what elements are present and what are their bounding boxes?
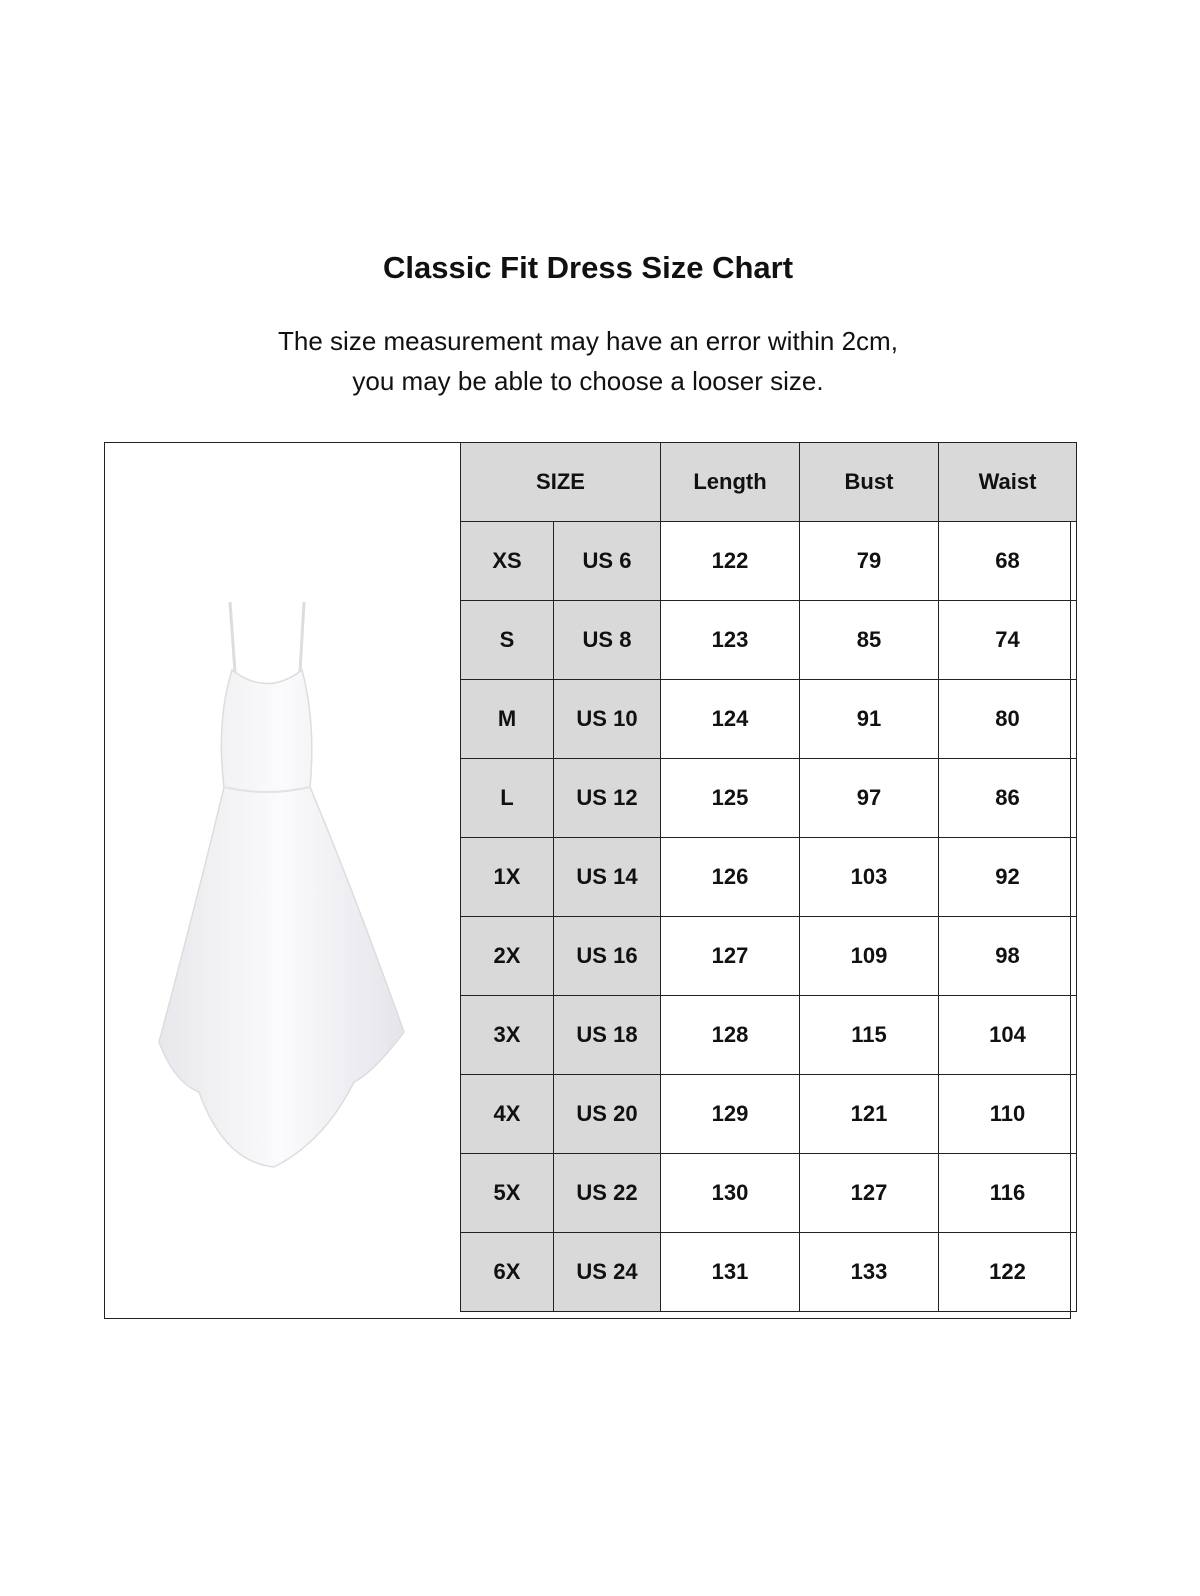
header-size: SIZE: [460, 442, 661, 522]
size-cell: 2X: [460, 916, 554, 996]
size-cell: 1X: [460, 837, 554, 917]
us-size-cell: US 14: [553, 837, 661, 917]
length-cell: 122: [660, 521, 800, 601]
length-cell: 128: [660, 995, 800, 1075]
table-row: L US 12 125 97 86: [460, 758, 1077, 838]
waist-cell: 86: [938, 758, 1077, 838]
waist-cell: 122: [938, 1232, 1077, 1312]
note-line-2: you may be able to choose a looser size.: [352, 366, 824, 396]
size-cell: M: [460, 679, 554, 759]
bust-cell: 127: [799, 1153, 939, 1233]
bust-cell: 79: [799, 521, 939, 601]
size-cell: XS: [460, 521, 554, 601]
us-size-cell: US 16: [553, 916, 661, 996]
length-cell: 125: [660, 758, 800, 838]
length-cell: 129: [660, 1074, 800, 1154]
bust-cell: 85: [799, 600, 939, 680]
table-row: 2X US 16 127 109 98: [460, 916, 1077, 996]
length-cell: 130: [660, 1153, 800, 1233]
table-row: S US 8 123 85 74: [460, 600, 1077, 680]
us-size-cell: US 10: [553, 679, 661, 759]
dress-image: [158, 601, 405, 1168]
size-cell: 3X: [460, 995, 554, 1075]
us-size-cell: US 18: [553, 995, 661, 1075]
note-line-1: The size measurement may have an error w…: [278, 326, 898, 356]
us-size-cell: US 22: [553, 1153, 661, 1233]
page-title: Classic Fit Dress Size Chart: [382, 250, 794, 285]
length-cell: 127: [660, 916, 800, 996]
header-waist: Waist: [938, 442, 1077, 522]
us-size-cell: US 20: [553, 1074, 661, 1154]
waist-cell: 110: [938, 1074, 1077, 1154]
header-length: Length: [660, 442, 800, 522]
bust-cell: 115: [799, 995, 939, 1075]
waist-cell: 74: [938, 600, 1077, 680]
table-row: 1X US 14 126 103 92: [460, 837, 1077, 917]
size-cell: 4X: [460, 1074, 554, 1154]
waist-cell: 98: [938, 916, 1077, 996]
waist-cell: 92: [938, 837, 1077, 917]
size-table: SIZE Length Bust Waist XS US 6 122 79 68 S US 8 123…: [460, 442, 1077, 1312]
table-row: 6X US 24 131 133 122: [460, 1232, 1077, 1312]
size-cell: 6X: [460, 1232, 554, 1312]
waist-cell: 80: [938, 679, 1077, 759]
waist-cell: 68: [938, 521, 1077, 601]
table-row: 4X US 20 129 121 110: [460, 1074, 1077, 1154]
bust-cell: 91: [799, 679, 939, 759]
us-size-cell: US 12: [553, 758, 661, 838]
table-row: 3X US 18 128 115 104: [460, 995, 1077, 1075]
length-cell: 131: [660, 1232, 800, 1312]
length-cell: 123: [660, 600, 800, 680]
size-cell: L: [460, 758, 554, 838]
length-cell: 124: [660, 679, 800, 759]
waist-cell: 116: [938, 1153, 1077, 1233]
table-row: M US 10 124 91 80: [460, 679, 1077, 759]
length-cell: 126: [660, 837, 800, 917]
header-row: SIZE Length Bust Waist: [460, 442, 1077, 522]
table-row: XS US 6 122 79 68: [460, 521, 1077, 601]
bust-cell: 97: [799, 758, 939, 838]
bust-cell: 121: [799, 1074, 939, 1154]
us-size-cell: US 6: [553, 521, 661, 601]
bust-cell: 133: [799, 1232, 939, 1312]
size-cell: 5X: [460, 1153, 554, 1233]
header-bust: Bust: [799, 442, 939, 522]
bust-cell: 109: [799, 916, 939, 996]
us-size-cell: US 24: [553, 1232, 661, 1312]
bust-cell: 103: [799, 837, 939, 917]
us-size-cell: US 8: [553, 600, 661, 680]
size-cell: S: [460, 600, 554, 680]
table-row: 5X US 22 130 127 116: [460, 1153, 1077, 1233]
waist-cell: 104: [938, 995, 1077, 1075]
